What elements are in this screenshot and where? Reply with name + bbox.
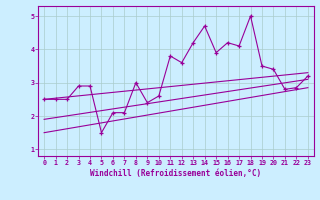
X-axis label: Windchill (Refroidissement éolien,°C): Windchill (Refroidissement éolien,°C) [91,169,261,178]
